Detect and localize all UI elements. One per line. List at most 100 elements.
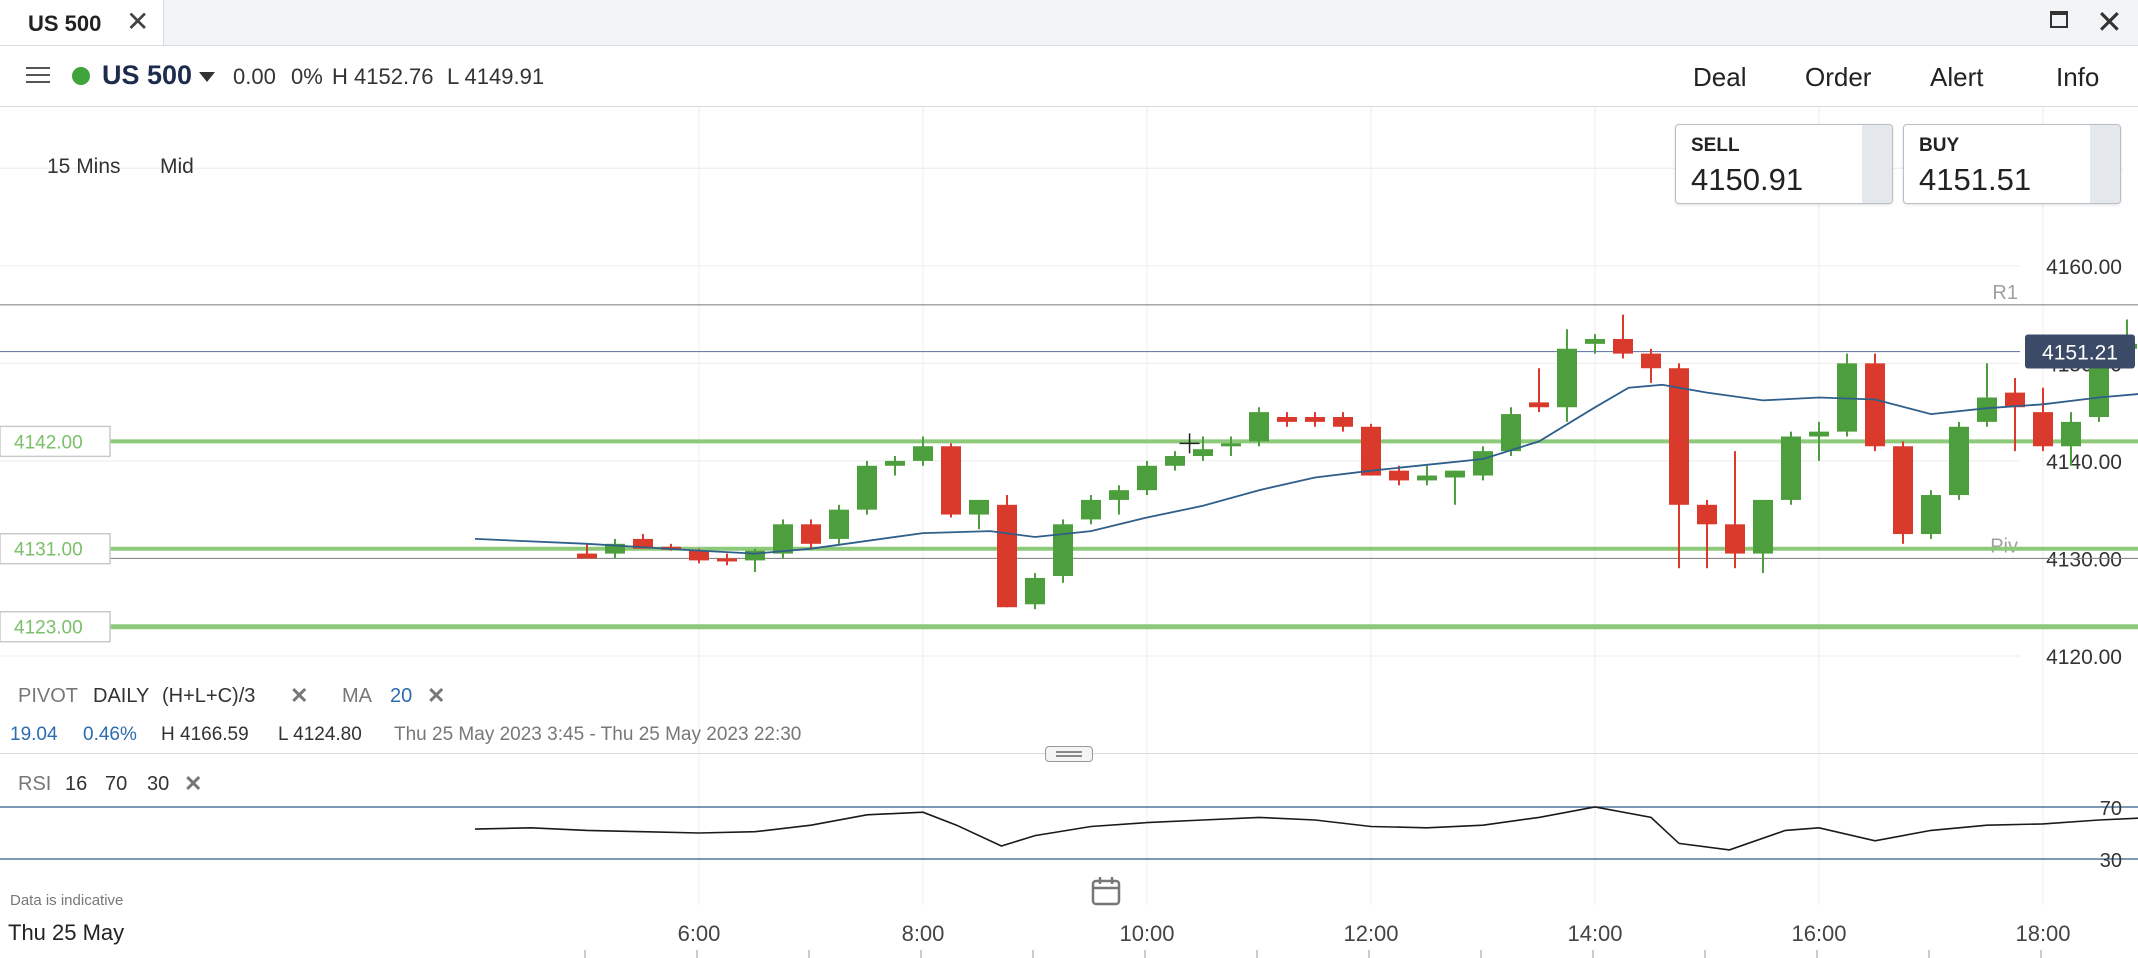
candle-down [1865,363,1885,447]
x-tick-label: 16:00 [1791,921,1846,946]
tab-us500[interactable]: US 500 ✕ [0,0,164,45]
header-high: H 4152.76 [332,64,434,89]
tab-title: US 500 [28,11,102,36]
x-tick-label: 8:00 [902,921,945,946]
candle-up [1473,451,1493,476]
rsi-indicator-name[interactable]: RSI [18,773,52,795]
candle-down [1641,353,1661,369]
candle-up [1809,431,1829,437]
maximize-icon[interactable] [2050,11,2068,28]
candle-down [1305,417,1325,422]
candle-down [2005,392,2025,408]
buy-price: 4151.51 [1919,162,2032,197]
pivot-indicator-name[interactable]: PIVOT [18,685,79,707]
candle-up [1221,443,1241,447]
instrument-name[interactable]: US 500 [102,60,193,90]
sell-ticket[interactable]: SELL 4150.91 [1675,124,1893,204]
buy-ticket[interactable]: BUY 4151.51 [1903,124,2121,204]
candle-up [1081,499,1101,520]
info-button[interactable]: Info [2056,62,2100,92]
x-tick-label: 10:00 [1119,921,1174,946]
candle-down [941,446,961,515]
buy-label: BUY [1919,135,1960,156]
candle-down [1277,417,1297,422]
ticket-strip [1862,125,1892,203]
candle-down [1725,524,1745,554]
x-tick-label: 12:00 [1343,921,1398,946]
candle-up [2061,421,2081,447]
candle-up [1025,577,1045,605]
y-tick-label: 4140.00 [2046,451,2122,474]
candle-up [1053,524,1073,576]
order-button[interactable]: Order [1805,62,1872,92]
candle-up [1445,470,1465,478]
stats-change-pct: 0.46% [83,724,137,745]
alert-button[interactable]: Alert [1930,62,1984,92]
candle-up [1109,490,1129,500]
remove-ma-icon[interactable]: ✕ [427,683,446,708]
level-label-box [0,425,111,458]
candle-up [1165,456,1185,466]
candle-up [1781,436,1801,500]
rsi-upper[interactable]: 70 [105,773,128,795]
candle-up [913,446,933,461]
candle-up [1753,499,1773,554]
header-change: 0.00 [233,64,276,89]
candle-up [857,465,877,510]
candle-up [745,550,765,561]
interval-selector[interactable]: 15 Mins [47,155,121,178]
candle-up [1501,414,1521,452]
candle-up [1137,465,1157,491]
candle-up [969,499,989,515]
candle-down [1529,402,1549,408]
x-tick-label: 14:00 [1567,921,1622,946]
instrument-header: US 500 0.00 0% H 4152.76 L 4149.91 Deal … [0,46,2138,107]
window-close-icon[interactable]: ✕ [2096,4,2123,40]
chart-date: Thu 25 May [8,920,125,945]
deal-button[interactable]: Deal [1693,62,1747,92]
price-tag-label: 4151.21 [2042,342,2118,365]
y-tick-label: 4120.00 [2046,646,2122,669]
candle-down [2033,412,2053,447]
candle-up [1949,426,1969,496]
candle-up [1557,348,1577,408]
candle-down [717,558,737,562]
rsi-period[interactable]: 16 [65,773,88,795]
stats-change: 19.04 [10,724,58,745]
resize-handle[interactable] [1045,746,1093,762]
candle-down [1389,470,1409,481]
pivot-label: Piv [1990,535,2018,557]
y-tick-label: 4130.00 [2046,548,2122,571]
candle-down [633,538,653,549]
ticket-strip [2090,125,2120,203]
remove-rsi-icon[interactable]: ✕ [184,771,203,796]
calendar-icon[interactable] [1091,876,1121,906]
menu-icon[interactable] [26,65,50,85]
close-icon[interactable]: ✕ [126,6,150,37]
candle-up [829,509,849,539]
candle-up [885,460,905,466]
rsi-lower[interactable]: 30 [147,773,170,795]
data-indicative-note: Data is indicative [10,892,124,909]
ma-indicator-name[interactable]: MA [342,685,372,707]
sell-price: 4150.91 [1691,162,1804,197]
pivot-label: R1 [1992,282,2018,304]
candle-up [1837,363,1857,432]
price-type-selector[interactable]: Mid [160,155,194,178]
candle-down [1361,426,1381,476]
candle-up [605,543,625,554]
market-open-dot [72,67,90,85]
pivot-formula[interactable]: (H+L+C)/3 [162,685,256,707]
candle-up [1417,475,1437,481]
pivot-period[interactable]: DAILY [93,685,150,707]
ma-period[interactable]: 20 [390,685,413,707]
chevron-down-icon[interactable] [199,72,215,82]
stats-low: L 4124.80 [278,724,362,745]
remove-pivot-icon[interactable]: ✕ [290,683,309,708]
ma20-line [474,383,2138,555]
candle-up [773,524,793,554]
stats-range: Thu 25 May 2023 3:45 - Thu 25 May 2023 2… [394,724,802,745]
level-label: 4131.00 [14,540,83,561]
candle-down [997,504,1017,608]
